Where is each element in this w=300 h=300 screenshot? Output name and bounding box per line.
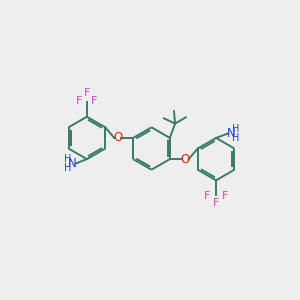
Text: H: H [232,133,240,142]
Text: F: F [204,191,210,201]
Text: F: F [213,198,219,208]
Text: H: H [232,124,240,134]
Text: F: F [76,95,83,106]
Text: F: F [92,95,98,106]
Text: H: H [64,154,71,164]
Text: N: N [227,127,236,140]
Text: F: F [84,88,90,98]
Text: O: O [113,131,122,144]
Text: H: H [64,163,71,173]
Text: O: O [181,153,190,166]
Text: F: F [222,191,228,201]
Text: N: N [68,157,76,170]
